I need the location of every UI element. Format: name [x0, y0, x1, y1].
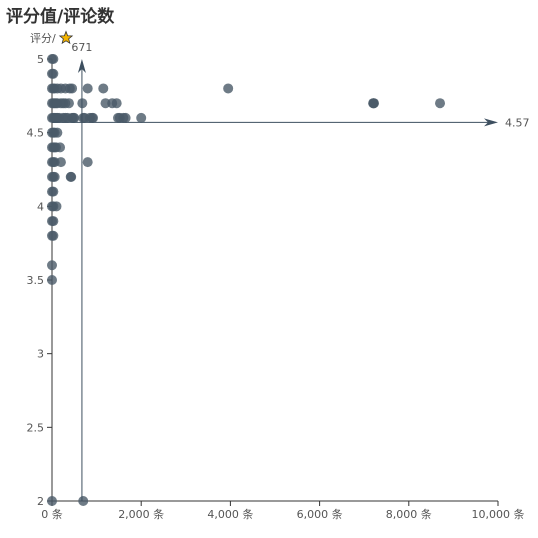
data-point [111, 98, 122, 109]
data-point [51, 201, 62, 212]
data-point [82, 157, 93, 168]
data-point [88, 112, 99, 123]
data-point [66, 171, 77, 182]
data-point [63, 98, 74, 109]
data-point [82, 83, 93, 94]
data-point [48, 186, 59, 197]
x-tick-label: 8,000 条 [386, 507, 432, 521]
data-point [67, 83, 78, 94]
data-point [69, 112, 80, 123]
y-axis-label: 评分/ [30, 32, 56, 45]
x-tick-label: 10,000 条 [472, 507, 525, 521]
mean-y-label: 4.57 [505, 116, 530, 129]
data-point [223, 83, 234, 94]
data-point [120, 112, 131, 123]
data-point [48, 54, 59, 64]
data-point [48, 230, 59, 241]
data-point [48, 68, 59, 79]
data-point [55, 157, 66, 168]
points-layer [47, 54, 446, 506]
y-tick-label: 5 [37, 53, 44, 66]
y-tick-label: 4 [37, 200, 44, 213]
data-point [47, 260, 57, 271]
y-tick-label: 3.5 [27, 274, 45, 287]
y-tick-label: 2 [37, 495, 44, 508]
data-point [52, 127, 63, 138]
data-point [435, 98, 446, 109]
data-point [136, 112, 147, 123]
data-point [47, 496, 57, 506]
data-point [55, 142, 66, 153]
data-point [98, 83, 109, 94]
chart-title: 评分值/评论数 [6, 7, 115, 27]
data-point [48, 216, 59, 227]
mean-x-label: 671 [71, 41, 92, 54]
axes [47, 58, 499, 506]
y-tick-label: 4.5 [27, 127, 45, 140]
data-point [369, 98, 380, 109]
y-tick-label: 3 [37, 348, 44, 361]
x-tick-label: 6,000 条 [297, 507, 343, 521]
y-tick-label: 2.5 [27, 421, 45, 434]
mean-x-arrow [77, 59, 86, 73]
x-tick-label: 0 条 [41, 507, 63, 521]
labels-layer: 0 条 2,000 条 4,000 条 6,000 条 8,000 条 10,000 条 2… [27, 30, 530, 521]
mean-lines [52, 59, 498, 501]
data-point [49, 171, 60, 182]
mean-y-arrow [484, 118, 498, 127]
data-point [47, 275, 57, 285]
x-tick-label: 4,000 条 [207, 507, 253, 521]
star-icon [58, 30, 74, 45]
data-point [78, 496, 89, 506]
x-tick-label: 2,000 条 [118, 507, 164, 521]
